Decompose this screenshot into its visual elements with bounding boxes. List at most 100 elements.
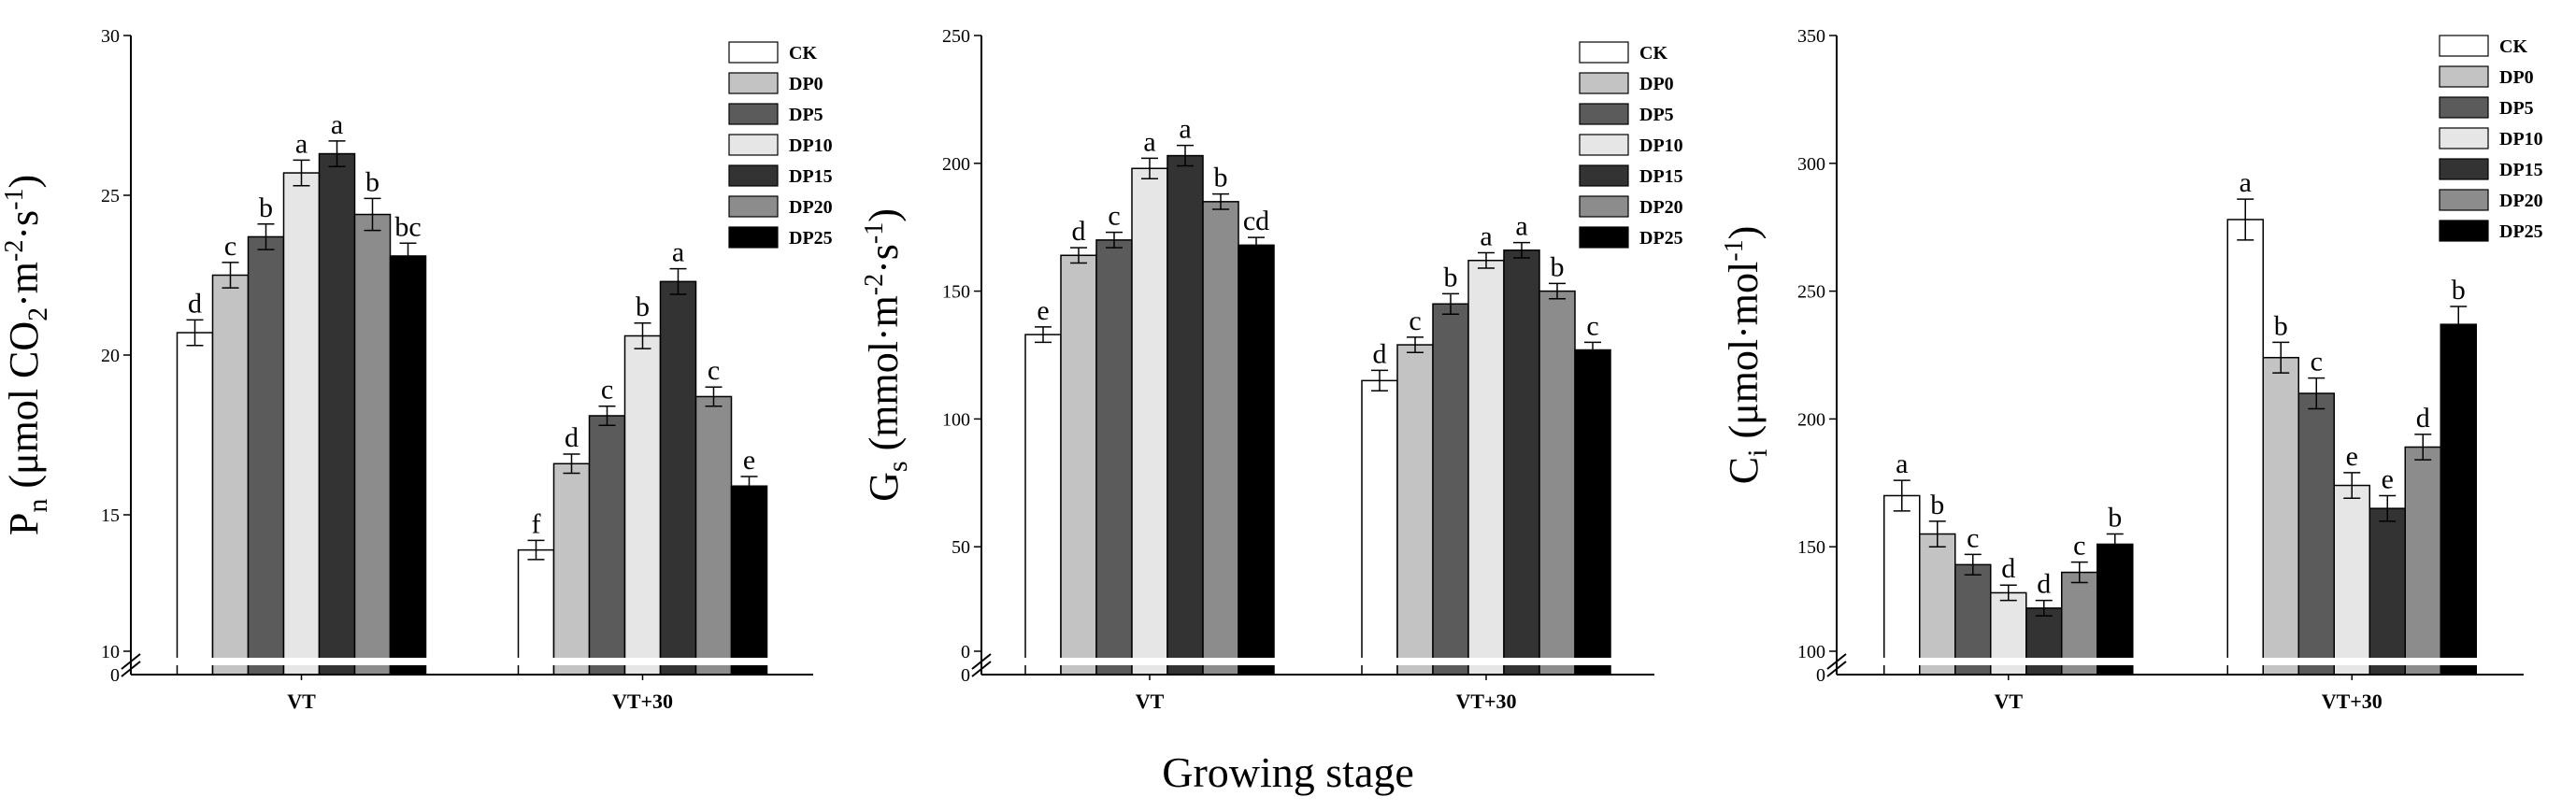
legend-swatch-dp20 — [1579, 195, 1629, 218]
y-tick-label: 10 — [101, 642, 120, 662]
bar-dp25-vt30 — [2440, 323, 2477, 676]
y-tick-label: 150 — [942, 282, 970, 303]
significance-letter: a — [1896, 448, 1908, 479]
y-tick-label: 100 — [1797, 642, 1825, 662]
significance-letter: b — [2274, 310, 2288, 341]
axis-break-band — [983, 658, 1653, 665]
significance-letter: a — [672, 237, 684, 268]
y-tick-label: 30 — [101, 26, 120, 47]
legend-swatch-dp5 — [2439, 96, 2489, 119]
bar-dp0-vt — [1060, 254, 1097, 676]
significance-letter: d — [2416, 403, 2430, 434]
bar-dp25-vt — [1238, 244, 1275, 676]
legend-label-dp15: DP15 — [2499, 160, 2543, 180]
bar-dp20-vt30 — [694, 395, 733, 676]
legend-label-dp15: DP15 — [789, 166, 833, 187]
legend-label-dp0: DP0 — [1639, 74, 1674, 94]
legend-swatch-ck — [1579, 41, 1629, 64]
x-tick-label: VT+30 — [2322, 690, 2383, 713]
axis-break-mark — [1826, 661, 1847, 677]
legend-swatch-dp10 — [2439, 127, 2489, 149]
legend-label-dp25: DP25 — [1639, 228, 1683, 249]
bar-dp15-vt30 — [1503, 249, 1540, 676]
y-axis-label: Gs (mmol·m-2·s-1) — [860, 208, 913, 502]
legend-swatch-dp15 — [1579, 164, 1629, 187]
legend-label-dp5: DP5 — [789, 105, 823, 125]
bar-dp0-vt30 — [552, 462, 591, 676]
bar-dp15-vt30 — [2368, 507, 2406, 676]
significance-letter: b — [1444, 262, 1458, 292]
bar-dp10-vt30 — [1467, 260, 1505, 676]
significance-letter: d — [1373, 338, 1387, 369]
legend-label-dp10: DP10 — [789, 135, 833, 156]
legend-swatch-dp15 — [728, 164, 779, 187]
significance-letter: f — [532, 508, 541, 539]
legend-swatch-dp0 — [728, 72, 779, 94]
legend-label-dp15: DP15 — [1639, 166, 1683, 187]
significance-letter: b — [2108, 503, 2122, 534]
bar-dp0-vt30 — [2262, 356, 2299, 676]
significance-letter: b — [636, 292, 650, 322]
y-tick-label: 250 — [942, 26, 970, 47]
legend-label-ck: CK — [789, 43, 817, 64]
significance-letter: c — [1409, 306, 1421, 336]
x-tick-label: VT — [1136, 690, 1165, 713]
bar-dp25-vt — [389, 255, 427, 676]
global-xlabel: Growing stage — [1162, 748, 1414, 796]
significance-letter: c — [1586, 310, 1598, 341]
bar-dp0-vt — [211, 274, 250, 676]
bar-dp10-vt — [1131, 167, 1168, 676]
y-tick-label: 20 — [101, 346, 120, 366]
legend-label-dp25: DP25 — [789, 228, 833, 249]
legend-label-dp0: DP0 — [2499, 67, 2534, 88]
significance-letter: b — [259, 192, 273, 223]
bar-ck-vt — [1883, 494, 1921, 676]
axis-break-mark — [971, 653, 992, 670]
y-axis-label: Ci (μmol·mol-1) — [1720, 226, 1773, 484]
y-tick-label: 200 — [942, 154, 970, 175]
bar-dp15-vt — [1166, 154, 1204, 676]
x-tick-label: VT+30 — [1455, 690, 1516, 713]
x-tick-label: VT — [287, 690, 316, 713]
bar-dp0-vt — [1919, 533, 1956, 676]
bar-dp25-vt30 — [730, 485, 768, 676]
legend-label-dp0: DP0 — [789, 74, 823, 94]
legend-label-dp10: DP10 — [1639, 135, 1683, 156]
y-axis-label: Pn (μmol CO2·m-2·s-1) — [0, 175, 53, 535]
axis-break-mark — [1826, 653, 1847, 670]
bar-dp20-vt — [1202, 201, 1239, 676]
bar-dp15-vt — [318, 152, 356, 676]
bar-ck-vt30 — [2226, 219, 2264, 676]
significance-letter: a — [1143, 126, 1155, 157]
significance-letter: d — [2001, 553, 2015, 584]
bar-dp20-vt30 — [2404, 446, 2441, 676]
legend-swatch-dp5 — [1579, 103, 1629, 125]
y-tick-label: 250 — [1797, 282, 1825, 303]
y-origin-label: 0 — [961, 665, 970, 686]
significance-letter: b — [1214, 163, 1228, 193]
y-tick-label: 100 — [942, 409, 970, 430]
bar-ck-vt — [176, 332, 214, 676]
y-tick-label: 0 — [961, 642, 970, 662]
legend-swatch-dp15 — [2439, 158, 2489, 180]
bar-dp5-vt — [247, 235, 285, 676]
bar-dp25-vt — [2097, 543, 2134, 676]
significance-letter: d — [1072, 216, 1086, 247]
significance-letter: c — [1108, 201, 1120, 232]
y-origin-label: 0 — [110, 665, 120, 686]
axis-break-band — [133, 658, 811, 665]
significance-letter: a — [331, 109, 343, 140]
legend-swatch-dp10 — [1579, 134, 1629, 156]
significance-letter: d — [565, 422, 579, 453]
bar-ck-vt30 — [1361, 379, 1398, 676]
legend-swatch-dp10 — [728, 134, 779, 156]
y-tick-label: 150 — [1797, 537, 1825, 558]
significance-letter: bc — [394, 211, 421, 242]
legend-label-dp20: DP20 — [2499, 191, 2543, 211]
legend-swatch-dp25 — [2439, 220, 2489, 242]
bar-dp10-vt — [282, 172, 321, 676]
bar-ck-vt — [1024, 334, 1062, 676]
